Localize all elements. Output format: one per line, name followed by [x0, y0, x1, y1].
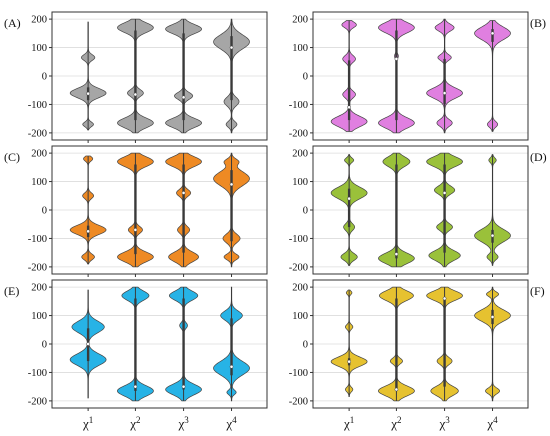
panel-d: 200 100 0 -100 -200 (D) [289, 145, 547, 277]
y-tick-label: 200 [31, 283, 47, 294]
y-tick-label: -100 [289, 368, 308, 379]
panel-label: (B) [530, 16, 546, 30]
violin-median [442, 191, 447, 195]
y-tick-label: -100 [28, 100, 47, 111]
y-tick-label: 200 [292, 283, 308, 294]
violin-median [490, 315, 495, 319]
violin-median [229, 45, 234, 50]
y-tick-label: -200 [289, 396, 308, 407]
y-tick-label: 200 [292, 15, 308, 26]
violin-median [86, 91, 90, 96]
panel-c: 200 100 0 -100 -200 (C) [4, 145, 268, 277]
y-tick-label: 100 [31, 43, 47, 54]
x-category-label: χ1 [343, 415, 354, 431]
y-tick-label: 0 [303, 72, 308, 83]
y-tick-label: 0 [303, 206, 308, 217]
violin-median [394, 252, 399, 256]
x-category-label: χ3 [177, 415, 189, 431]
panel-e: 200 100 0 -100 -200 (E) [4, 279, 268, 411]
panel-f: 200 100 0 -100 -200 (F) [289, 279, 545, 411]
x-category-label: χ1 [82, 415, 93, 431]
violin-median [181, 384, 186, 389]
y-tick-label: -100 [289, 234, 308, 245]
y-tick-label: 100 [292, 43, 308, 54]
y-tick-label: 0 [42, 206, 47, 217]
violin-median [133, 228, 138, 232]
violin-median [133, 92, 138, 97]
y-tick-label: 0 [303, 340, 308, 351]
y-tick-label: -200 [289, 262, 308, 273]
y-tick-label: 0 [42, 72, 47, 83]
y-tick-label: -200 [28, 396, 47, 407]
x-category-label: χ2 [129, 415, 140, 431]
violin-median [229, 182, 234, 187]
panel-a: 200 100 0 -100 -200 (A) [4, 11, 268, 143]
y-tick-label: 200 [31, 149, 47, 160]
violin-median [394, 387, 399, 392]
violin-median [490, 233, 495, 238]
panel-label: (C) [4, 150, 20, 164]
violin-median [86, 229, 90, 234]
violin-median [86, 342, 90, 346]
x-category-label: χ3 [438, 415, 450, 431]
y-tick-label: 200 [292, 149, 308, 160]
y-tick-label: 200 [31, 15, 47, 26]
violin-median [347, 196, 351, 201]
violin-median [347, 105, 351, 110]
y-tick-label: -200 [28, 128, 47, 139]
y-tick-label: 0 [42, 340, 47, 351]
violin-median [347, 359, 351, 364]
y-tick-label: -100 [289, 100, 308, 111]
y-tick-label: 100 [31, 177, 47, 188]
violin-median [181, 95, 186, 100]
panel-b: 200 100 0 -100 -200 (B) [289, 11, 546, 143]
x-category-label: χ4 [486, 415, 498, 431]
y-tick-label: -100 [28, 368, 47, 379]
panel-label: (A) [4, 16, 21, 30]
violin-median [181, 191, 186, 195]
y-tick-label: -100 [28, 234, 47, 245]
y-tick-label: -200 [289, 128, 308, 139]
y-tick-label: -200 [28, 262, 47, 273]
violin-median [442, 296, 447, 301]
violin-median [229, 364, 234, 369]
panel-label: (D) [530, 150, 547, 164]
y-tick-label: 100 [292, 177, 308, 188]
y-tick-label: 100 [292, 311, 308, 322]
x-category-labels: χ1 χ2 χ3 χ4 χ1 χ2 χ3 χ4 [82, 415, 498, 431]
violin-median [490, 31, 495, 36]
panels-layer: 200 100 0 -100 -200 (A) 200 100 0 -100 -200 (B) 200 1… [4, 11, 547, 411]
x-category-label: χ2 [390, 415, 401, 431]
violin-median [394, 57, 399, 61]
panel-label: (F) [530, 284, 545, 298]
y-tick-label: 100 [31, 311, 47, 322]
violin-median [442, 91, 447, 95]
x-category-label: χ4 [225, 415, 237, 431]
panel-label: (E) [4, 284, 19, 298]
violin-median [133, 384, 138, 389]
